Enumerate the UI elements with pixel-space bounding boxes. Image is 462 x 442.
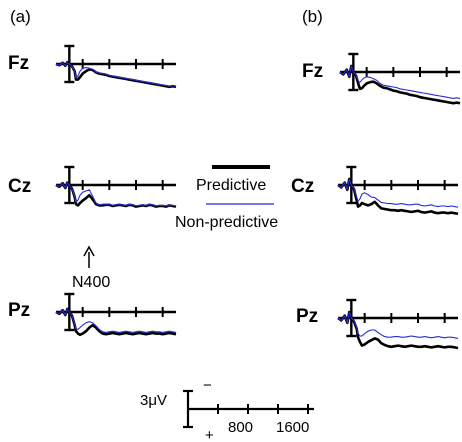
scale-negative-sign: − (203, 377, 212, 394)
panel-label-a: (a) (10, 7, 31, 26)
series-non-predictive-a-fz (55, 61, 177, 87)
electrode-label-b-pz: Pz (296, 306, 318, 327)
series-non-predictive-b-pz (337, 311, 459, 339)
scale-amplitude-label: 3μV (140, 392, 167, 409)
legend-predictive-label: Predictive (196, 177, 266, 194)
electrode-label-a-cz: Cz (8, 176, 31, 197)
scale-positive-sign: + (205, 427, 214, 442)
axes-b-pz (338, 298, 458, 338)
scale-tick-label-800: 800 (228, 419, 253, 436)
series-predictive-b-cz (337, 177, 459, 216)
series-non-predictive-a-cz (55, 182, 177, 207)
series-predictive-b-fz (339, 64, 461, 105)
electrode-label-a-pz: Pz (8, 300, 30, 321)
panel-label-b: (b) (302, 7, 323, 26)
axes-a-fz (56, 44, 176, 84)
electrode-label-b-cz: Cz (291, 176, 314, 197)
erp-plots (55, 44, 461, 350)
electrode-label-a-fz: Fz (8, 53, 29, 74)
n400-arrow-head (83, 245, 95, 257)
scale-bar: 800 1600 (183, 389, 314, 436)
axes-a-cz (56, 165, 176, 205)
n400-annotation: N400 (72, 274, 110, 291)
legend-non-predictive-label: Non-predictive (175, 214, 278, 231)
series-non-predictive-b-fz (339, 65, 461, 99)
series-non-predictive-a-pz (55, 308, 177, 333)
electrode-label-b-fz: Fz (302, 61, 323, 82)
scale-tick-label-1600: 1600 (276, 419, 309, 436)
series-non-predictive-b-cz (337, 178, 459, 208)
